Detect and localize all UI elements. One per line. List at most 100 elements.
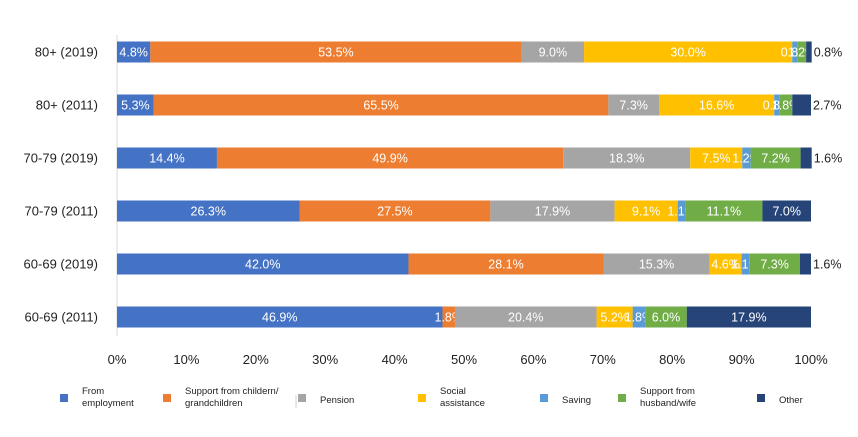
data-label: 7.5%: [702, 152, 731, 166]
data-label: 1.6%: [814, 152, 843, 166]
bar-segment-7: [686, 306, 811, 328]
legend-label-line: From: [82, 386, 104, 397]
data-label: 9.0%: [539, 46, 568, 60]
data-label: 17.9%: [535, 205, 570, 219]
bar-segment-2: [153, 94, 609, 116]
legend-swatch: [540, 394, 548, 402]
bar-segment-6: [750, 147, 801, 169]
bar-segment-2: [299, 200, 491, 222]
legend-label-line: Other: [779, 395, 803, 406]
legend-label-line: Saving: [562, 395, 591, 406]
legend-label-line: Support from: [640, 386, 695, 397]
bar-segment-2: [408, 253, 604, 275]
data-label: 11.1%: [707, 205, 742, 219]
legend-swatch: [60, 394, 68, 402]
bar-segment-1: [117, 41, 151, 63]
legend-swatch: [163, 394, 171, 402]
bar-segment-1: [117, 94, 154, 116]
data-label: 30.0%: [670, 46, 705, 60]
bar-segment-3: [608, 94, 660, 116]
data-label: 6.0%: [652, 311, 681, 325]
category-label: 80+ (2011): [36, 98, 98, 113]
bar-segment-5: [677, 200, 686, 222]
x-tick-label: 20%: [243, 352, 269, 367]
bar-segment-1: [117, 147, 217, 169]
x-tick-label: 70%: [590, 352, 616, 367]
data-label: 4.8%: [119, 46, 148, 60]
bar-segment-4: [690, 147, 743, 169]
data-label: 14.4%: [149, 152, 184, 166]
bar-segment-5: [792, 41, 798, 63]
bar-segment-3: [521, 41, 585, 63]
legend-label: Other: [779, 395, 803, 406]
bar-segment-6: [797, 41, 807, 63]
bar-segment-1: [117, 253, 409, 275]
bar-segment-4: [709, 253, 742, 275]
data-label: 5.3%: [121, 99, 150, 113]
bar-segment-6: [645, 306, 687, 328]
bar-segment-2: [216, 147, 564, 169]
data-label: 0.8%: [814, 46, 843, 60]
legend-swatch: [757, 394, 765, 402]
data-label: 1.2%: [788, 46, 817, 60]
bar-segment-3: [603, 253, 710, 275]
data-label: 65.5%: [363, 99, 398, 113]
bar-segment-5: [774, 94, 780, 116]
bar-segment-6: [749, 253, 800, 275]
data-label: 7.3%: [760, 258, 789, 272]
bar-segment-4: [584, 41, 793, 63]
legend-label-line: grandchildren: [185, 398, 243, 409]
category-label: 80+ (2019): [35, 45, 98, 60]
bar-segment-7: [792, 94, 811, 116]
bar-segment-5: [742, 147, 751, 169]
bar-segment-4: [596, 306, 633, 328]
category-label: 70-79 (2019): [24, 151, 98, 166]
x-tick-label: 40%: [382, 352, 408, 367]
category-label: 60-69 (2011): [25, 310, 98, 325]
legend-label: Pension: [320, 395, 354, 406]
data-label: 5.2%: [600, 311, 629, 325]
bar-segment-7: [799, 253, 811, 275]
x-tick-label: 0%: [108, 352, 127, 367]
bar-segment-1: [117, 200, 300, 222]
bar-segment-4: [614, 200, 678, 222]
x-tick-label: 80%: [659, 352, 685, 367]
data-label: 9.1%: [632, 205, 661, 219]
data-label: 7.3%: [619, 99, 648, 113]
x-tick-label: 90%: [729, 352, 755, 367]
legend-label: Support from husband/wife: [640, 386, 696, 409]
data-label: 15.3%: [639, 258, 674, 272]
bar-segment-7: [806, 41, 812, 63]
legend-label-line: employment: [82, 398, 134, 409]
bar-segment-7: [800, 147, 812, 169]
data-label: 4.6%: [711, 258, 740, 272]
bar-segment-6: [779, 94, 793, 116]
data-label: 17.9%: [731, 311, 766, 325]
bar-segment-6: [685, 200, 763, 222]
x-tick-label: 50%: [451, 352, 477, 367]
legend-label-line: husband/wife: [640, 398, 696, 409]
legend-label: Support from childern/grandchildren: [185, 386, 279, 409]
bar-segment-2: [150, 41, 522, 63]
bar-segment-4: [659, 94, 775, 116]
legend-swatch: [618, 394, 626, 402]
data-label: 28.1%: [488, 258, 523, 272]
data-label: 7.0%: [772, 205, 801, 219]
legend-label-line: assistance: [440, 398, 485, 409]
data-label: 1.6%: [813, 258, 842, 272]
bar-segment-2: [442, 306, 455, 328]
data-label: 53.5%: [318, 46, 353, 60]
bar-segment-3: [490, 200, 615, 222]
data-label: 2.7%: [813, 99, 842, 113]
data-label: 42.0%: [245, 258, 280, 272]
legend-label-line: Social: [440, 386, 466, 397]
legend-label: Saving: [562, 395, 591, 406]
bar-segment-1: [117, 306, 443, 328]
data-label: 49.9%: [372, 152, 407, 166]
data-label: 26.3%: [191, 205, 226, 219]
bar-segment-5: [741, 253, 750, 275]
legend-label-line: Pension: [320, 395, 354, 406]
legend-swatch: [418, 394, 426, 402]
category-label: 70-79 (2011): [25, 204, 98, 219]
